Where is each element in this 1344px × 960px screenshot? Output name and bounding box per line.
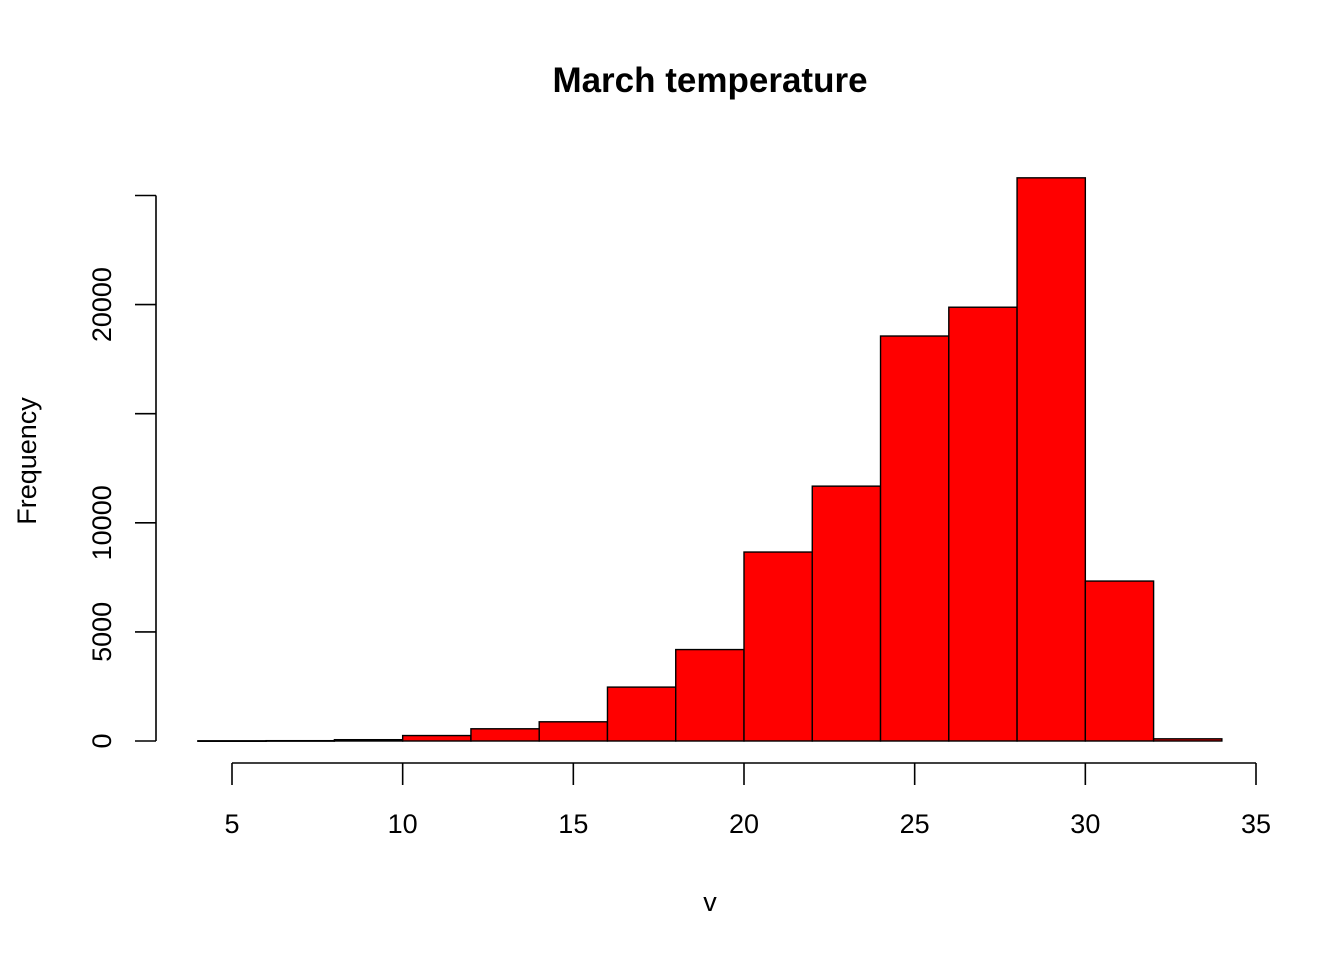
histogram-bar-10 (879, 335, 950, 742)
histogram-bar-4 (470, 728, 540, 742)
x-tick-label-5: 5 (224, 809, 239, 839)
x-tick-label-30: 30 (1070, 809, 1100, 839)
x-tick-label-15: 15 (558, 809, 588, 839)
x-axis-label: v (703, 887, 717, 917)
x-tick-label-25: 25 (900, 809, 930, 839)
histogram-bar-14 (1152, 738, 1223, 742)
y-axis: 0 5000 10000 20000 (87, 194, 157, 749)
histogram-bar-2 (333, 738, 404, 742)
histogram-bar-7 (675, 648, 745, 742)
x-tick-label-20: 20 (729, 809, 759, 839)
histogram-bar-8 (743, 551, 813, 742)
chart-title: March temperature (552, 61, 867, 100)
y-axis-label: Frequency (12, 397, 42, 525)
histogram-bar-9 (811, 485, 882, 742)
histogram-bar-13 (1084, 580, 1155, 742)
histogram-bar-1 (265, 739, 336, 742)
y-tick-label-10000: 10000 (87, 485, 117, 560)
y-tick-label-20000: 20000 (87, 267, 117, 342)
histogram-bar-6 (606, 686, 677, 742)
histogram-bar-0 (197, 740, 267, 742)
y-tick-label-5000: 5000 (87, 602, 117, 662)
x-tick-label-10: 10 (388, 809, 418, 839)
x-tick-label-35: 35 (1241, 809, 1271, 839)
histogram-bar-11 (948, 306, 1018, 742)
x-axis: 5 10 15 20 25 30 35 (224, 762, 1271, 839)
histogram-bar-5 (538, 721, 609, 742)
y-tick-label-0: 0 (87, 733, 117, 748)
histogram-bar-12 (1016, 177, 1087, 742)
bars-group (197, 177, 1223, 742)
histogram-bar-3 (401, 734, 472, 742)
